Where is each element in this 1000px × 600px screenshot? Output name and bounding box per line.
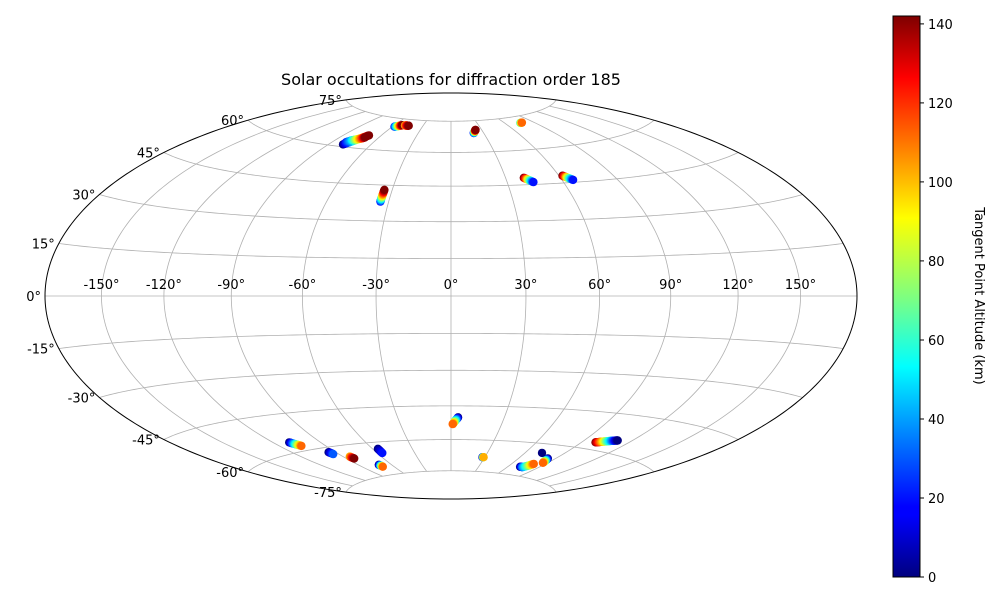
data-point [517,118,527,127]
x-tick-label: 90° [659,278,682,293]
parallel-line [345,99,557,122]
colorbar-tick-label: 40 [928,413,945,428]
data-point [568,175,578,185]
y-tick-label: 75° [319,94,342,109]
chart-title: Solar occultations for diffraction order… [281,70,621,89]
data-point [297,441,306,451]
data-point [613,436,622,445]
x-tick-label: -60° [289,278,317,293]
colorbar-tick-label: 120 [928,97,953,112]
colorbar-tick-label: 140 [928,18,953,33]
parallel-line [163,152,739,187]
data-point [479,453,488,462]
x-tick-label: 150° [785,278,816,293]
colorbar-tick-label: 60 [928,334,945,349]
colorbar-label: Tangent Point Altitude (km) [971,206,986,384]
x-tick-label: 0° [444,278,459,293]
data-point [378,462,387,471]
y-tick-label: 15° [32,238,55,253]
y-tick-label: -60° [216,466,244,481]
x-tick-label: -90° [217,278,245,293]
parallel-line [99,369,803,398]
data-point [378,448,387,458]
x-tick-label: 120° [722,278,753,293]
latitude-tick-labels: -75° -60° -45° -30° -15° 0° 15° 30° 45° 60° 75° [26,94,342,501]
data-point [448,419,457,429]
colorbar-ticks: 0 20 40 60 80 100 120 140 [920,18,953,586]
y-tick-label: 45° [137,147,160,162]
data-point [329,449,338,459]
y-tick-label: -45° [132,434,160,449]
longitude-tick-labels: -150° -120° -90° -60° -30° 0° 30° 60° 90° 120° 150… [83,278,816,293]
parallel-line [163,405,739,440]
data-point [537,448,547,458]
colorbar-gradient [892,15,921,578]
y-tick-label: 30° [72,189,95,204]
data-point [529,459,538,469]
data-point [404,121,413,130]
x-tick-label: 60° [588,278,611,293]
data-point [360,133,370,142]
colorbar-tick-label: 20 [928,492,945,507]
data-point [538,458,548,467]
colorbar-tick-label: 0 [928,571,936,586]
x-tick-label: -30° [362,278,390,293]
parallel-line [247,119,655,153]
map-boundary [44,92,858,500]
colorbar: 0 20 40 60 80 100 120 140 Tangent Point Altitud… [892,15,986,586]
x-tick-label: -150° [83,278,119,293]
data-point [380,185,389,194]
y-tick-label: 60° [221,114,244,129]
data-point [471,125,480,135]
x-tick-label: 30° [514,278,537,293]
colorbar-tick-label: 100 [928,176,953,191]
x-tick-label: -120° [146,278,182,293]
y-tick-label: -75° [314,486,342,501]
y-tick-label: -15° [27,343,55,358]
y-tick-label: -30° [68,392,96,407]
y-tick-label: 0° [26,290,41,305]
parallel-line [345,470,557,493]
data-point [350,454,359,463]
data-point [529,177,538,187]
parallel-line [58,333,844,349]
parallel-line [99,194,803,223]
colorbar-tick-label: 80 [928,255,945,270]
data-points [285,118,622,472]
parallel-line [58,243,844,259]
parallel-line [247,439,655,473]
map-grid [45,99,857,493]
